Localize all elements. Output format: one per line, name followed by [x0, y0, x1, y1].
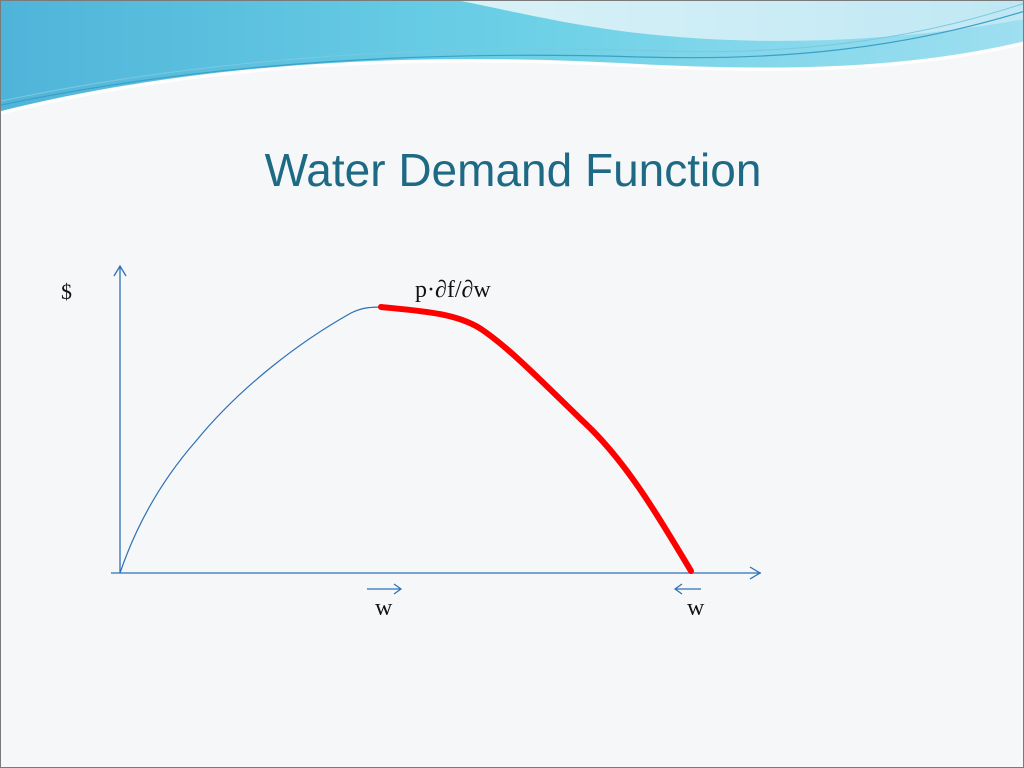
curve-label: p·∂f/∂w — [415, 277, 491, 303]
slide-title: Water Demand Function — [264, 144, 762, 196]
y-axis-arrowhead — [113, 264, 127, 277]
left-arrow-head — [673, 583, 683, 595]
x-axis-arrowhead — [749, 566, 762, 580]
w-marker-left: w — [375, 595, 393, 621]
y-axis-label: $ — [61, 279, 72, 304]
demand-curve-segment — [378, 304, 694, 574]
right-arrow-head — [393, 583, 403, 595]
w-marker-right: w — [687, 595, 705, 621]
value-curve-rising — [119, 306, 384, 574]
header-wave-decoration — [1, 1, 1023, 115]
